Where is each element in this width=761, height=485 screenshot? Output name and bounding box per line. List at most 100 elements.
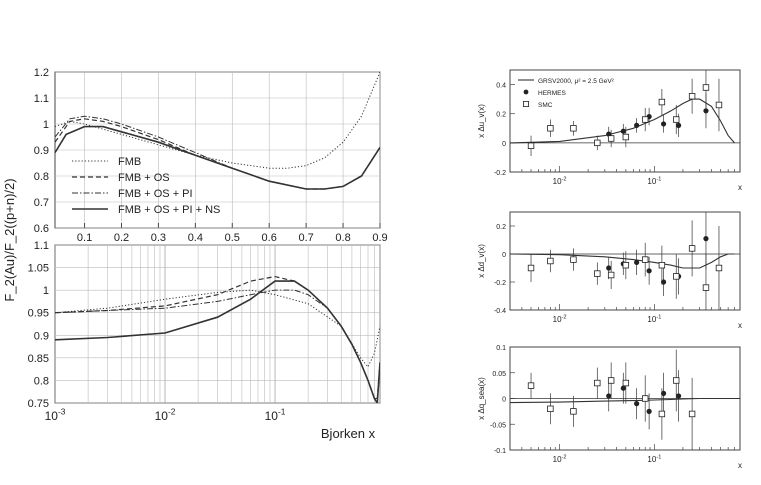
legend-label: FMB + OS + PI + NS [118,204,220,216]
x-axis-label: x [738,183,742,192]
x-tick-label: 0.1 [77,232,92,244]
y-tick-label: -0.2 [494,280,506,287]
y-tick-label: 1 [43,285,49,297]
y-tick-label: 1 [43,119,49,131]
theory-curve [510,397,740,404]
x-tick-label: 10-1 [265,407,286,423]
smc-point [673,273,680,280]
x-tick-label: 0.5 [225,232,240,244]
y-tick-label: -0.05 [490,422,506,429]
series-line [55,115,380,190]
right-panel-d-valence: 10-2 10-1 -0.4 -0.2 0 0.2 x x Δd_v(x) [477,211,742,330]
smc-point [547,405,554,412]
smc-point [702,284,710,291]
smc-point [607,135,615,142]
y-tick-label: 0 [502,252,506,259]
legend-marker [523,101,530,108]
hermes-point [634,401,640,407]
y-tick-label: 0.2 [496,112,506,119]
smc-point [673,116,680,123]
x-tick-label: 0.9 [372,232,387,244]
smc-point [527,382,535,389]
smc-point [658,410,666,418]
hermes-point [660,390,667,396]
hermes-point [675,393,682,399]
hermes-point [606,393,612,399]
hermes-point [646,408,652,414]
y-tick-label: 0.8 [34,171,49,183]
hermes-point [646,268,652,274]
y-tick-label: 0.85 [28,353,49,365]
smc-point [594,270,601,277]
series-line [55,125,380,190]
smc-point [547,257,554,265]
smc-point [570,256,577,263]
legend-label: GRSV2000, μ² = 2.5 GeV² [538,78,615,85]
legend-label: FMB [118,156,141,168]
right-panel-sea: 10-2 10-1 -0.1 -0.05 0 0.05 0.1 x x Δq_sea(x) [477,345,742,470]
smc-point [622,379,630,387]
hermes-point [620,128,626,134]
y-tick-label: 1.1 [34,240,49,252]
legend-label: SMC [538,102,553,109]
hermes-point [634,122,640,128]
x-tick-label: 10-2 [553,314,567,324]
smc-point [527,142,535,149]
plot-frame [509,211,741,311]
x-tick-label: 0.7 [298,232,313,244]
y-tick-label: 1.05 [28,263,49,275]
smc-point [715,101,723,109]
x-tick-label: 10-1 [647,176,661,186]
y-tick-label: 0.75 [28,398,49,410]
x-tick-label: 0.2 [114,232,129,244]
y-tick-label: 0.8 [34,375,49,387]
y-tick-label: 1.2 [34,67,49,79]
hermes-point [660,121,667,127]
series-line [55,118,380,190]
x-tick-label: 10-1 [647,314,661,324]
theory-curve [510,98,735,144]
smc-point [570,125,577,132]
y-tick-label: 0.05 [492,371,506,378]
x-tick-label: 10-2 [553,454,567,464]
x-tick-label: 10-2 [155,407,176,423]
hermes-point [703,108,709,114]
hermes-point [660,279,667,285]
smc-point [594,139,601,147]
right-panel-u-valence: 10-2 10-1 -0.2 0 0.2 0.4 x x Δu_v(x) GRSV2000, μ… [477,69,742,192]
smc-point [658,261,666,269]
legend-label: FMB + OS + PI [118,188,193,200]
series-line [55,72,380,169]
smc-point [658,98,666,106]
smc-point [594,379,601,387]
smc-point [715,264,723,272]
x-tick-label: 10-1 [647,454,661,464]
hermes-point [620,385,626,391]
y-tick-label: 0.4 [496,83,506,90]
theory-curve [510,253,735,269]
x-axis-label: x [738,461,742,470]
smc-point [547,125,554,132]
y-tick-label: 0.6 [34,223,49,235]
smc-point [702,84,710,91]
smc-point [688,245,696,252]
smc-point [641,256,649,263]
smc-point [622,133,630,141]
x-tick-label: 0.8 [335,232,350,244]
x-tick-label: 0.3 [151,232,166,244]
y-tick-label: -0.1 [494,448,506,455]
y-axis-label: x Δq_sea(x) [477,377,486,420]
smc-point [688,410,696,418]
plot-frame [509,69,741,173]
left-bottom-panel: 10-3 10-2 10-1 0.75 0.8 0.85 0.9 0.95 1 1.05 1.1 Bj… [2,178,381,441]
x-axis-label: x [738,321,742,330]
x-tick-label: 10-2 [553,176,567,186]
smc-point [607,271,615,279]
smc-point [641,395,649,402]
y-tick-label: 0 [502,397,506,404]
y-tick-label: -0.4 [494,308,506,315]
x-axis-label: Bjorken x [321,426,376,441]
smc-point [570,408,577,415]
y-tick-label: 1.1 [34,93,49,105]
